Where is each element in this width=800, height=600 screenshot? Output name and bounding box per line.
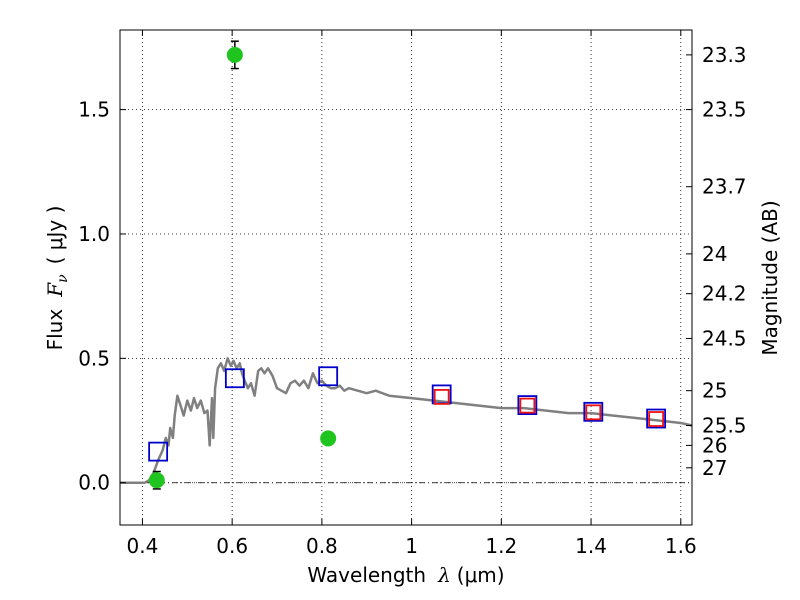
y2-axis-label: Magnitude (AB) xyxy=(758,200,782,355)
model-point-blue xyxy=(224,368,245,389)
model-point-blue xyxy=(517,395,538,416)
grid-layer xyxy=(120,30,692,525)
model-point-blue xyxy=(583,401,604,422)
x-tick-label: 1.2 xyxy=(485,534,517,558)
y-tick-label: 0.5 xyxy=(78,346,110,370)
mag-tick-label: 23.5 xyxy=(702,98,747,122)
mag-tick-label: 24 xyxy=(702,242,727,266)
y-tick-label: 1.5 xyxy=(78,98,110,122)
y-axis-label: FluxFν( μJy ) xyxy=(43,206,71,351)
model-point-red xyxy=(585,404,602,421)
model-point-blue xyxy=(148,441,169,462)
x-axis-label: Wavelength λ (μm) xyxy=(307,563,504,587)
mag-tick-label: 24.5 xyxy=(702,326,747,350)
mag-tick-label: 24.2 xyxy=(702,282,747,306)
model-point-blue xyxy=(318,366,339,387)
tick-layer: 0.4 0.6 0.8 1 1.2 1.4 1.6 0.0 0.5 1.0 1.5 23.3 23.5 2… xyxy=(78,30,747,558)
model-point-red xyxy=(648,411,665,427)
x-tick-label: 1 xyxy=(405,534,418,558)
model-point-blue xyxy=(646,408,667,429)
model-point-red xyxy=(433,388,450,405)
observed-point xyxy=(148,472,165,489)
x-tick-label: 1.6 xyxy=(665,534,697,558)
mag-tick-label: 25 xyxy=(702,379,727,403)
mag-tick-label: 23.3 xyxy=(702,43,747,67)
observed-point xyxy=(226,46,243,63)
plot-frame xyxy=(119,29,693,526)
x-tick-label: 0.4 xyxy=(127,534,159,558)
mag-tick-label: 27 xyxy=(702,456,727,480)
observed-point xyxy=(320,430,337,447)
model-point-red xyxy=(519,397,536,414)
sed-template-line xyxy=(120,357,693,484)
x-tick-label: 1.4 xyxy=(575,534,607,558)
mag-tick-label: 26 xyxy=(702,433,727,457)
plot-layer xyxy=(120,40,693,490)
y-tick-label: 1.0 xyxy=(78,222,110,246)
mag-tick-label: 23.7 xyxy=(702,175,747,199)
x-tick-label: 0.6 xyxy=(216,534,248,558)
x-tick-label: 0.8 xyxy=(306,534,338,558)
mag-tick-label: 25.5 xyxy=(702,414,747,438)
y-tick-label: 0.0 xyxy=(78,471,110,495)
